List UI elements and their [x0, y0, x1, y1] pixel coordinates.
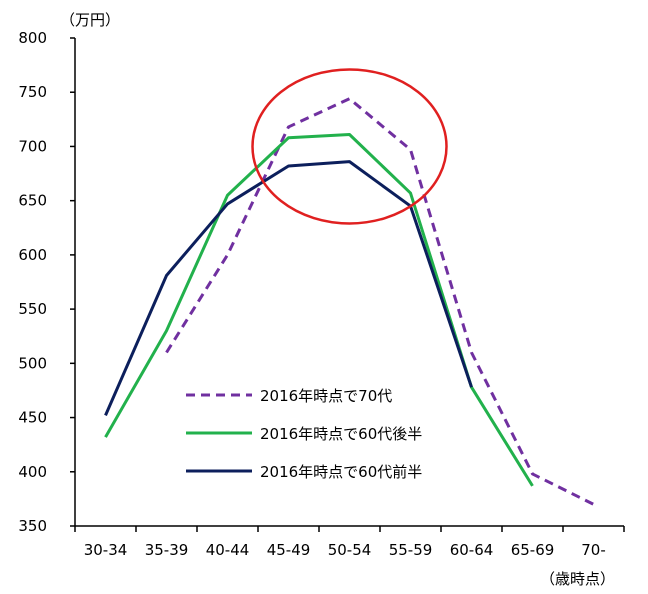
y-tick-label: 750 — [18, 83, 47, 101]
y-tick-label: 800 — [18, 29, 47, 47]
legend: 2016年時点で70代 2016年時点で60代後半 2016年時点で60代前半 — [186, 387, 422, 481]
x-axis-unit-label: （歳時点） — [540, 570, 615, 588]
y-tick-label: 450 — [18, 409, 47, 427]
y-axis-ticks: 350 400 450 500 550 600 650 700 750 800 — [18, 29, 75, 535]
axes — [74, 38, 624, 527]
x-tick-label: 45-49 — [267, 541, 311, 559]
series-lines — [104, 97, 595, 506]
x-tick-label: 50-54 — [328, 541, 372, 559]
y-tick-label: 650 — [18, 192, 47, 210]
legend-label-1: 2016年時点で70代 — [260, 387, 392, 405]
x-axis-ticks: 30-34 35-39 40-44 45-49 50-54 55-59 60-64 65-69… — [74, 526, 625, 559]
y-tick-label: 500 — [18, 354, 47, 372]
x-tick-label: 35-39 — [145, 541, 189, 559]
x-tick-label: 55-59 — [389, 541, 433, 559]
highlight-ellipse — [251, 68, 448, 225]
x-tick-label: 65-69 — [511, 541, 555, 559]
x-tick-label: 30-34 — [84, 541, 128, 559]
y-tick-label: 400 — [18, 463, 47, 481]
x-tick-label: 60-64 — [450, 541, 494, 559]
legend-label-3: 2016年時点で60代前半 — [260, 463, 422, 481]
x-tick-label: 40-44 — [206, 541, 250, 559]
x-tick-label: 70- — [581, 541, 606, 559]
series-line-1 — [165, 97, 595, 506]
y-axis-unit-label: （万円） — [60, 11, 120, 29]
y-tick-label: 350 — [18, 517, 47, 535]
y-tick-label: 700 — [18, 137, 47, 155]
legend-label-2: 2016年時点で60代後半 — [260, 425, 422, 443]
y-tick-label: 600 — [18, 246, 47, 264]
series-line-3 — [104, 160, 473, 416]
highlight-annotation — [251, 68, 448, 225]
y-tick-label: 550 — [18, 300, 47, 318]
